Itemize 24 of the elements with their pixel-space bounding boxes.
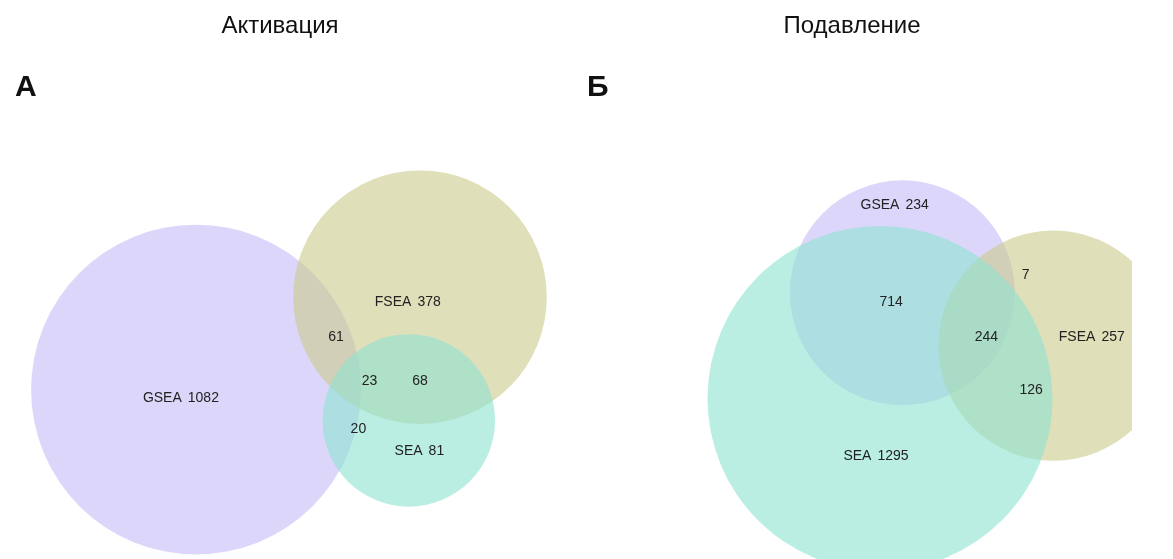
category-label: FSEA [374, 292, 413, 309]
text: 61 [328, 327, 344, 344]
text: Подавление [783, 11, 921, 38]
text: Б [587, 69, 609, 102]
text: 7 [1021, 266, 1030, 283]
text: Активация [221, 11, 339, 38]
data-label: 257 [1101, 327, 1125, 344]
text: 23 [361, 371, 378, 388]
category-label: SEA [843, 446, 873, 463]
category-label: GSEA [860, 195, 901, 212]
text: А [15, 69, 37, 102]
data-label: 1295 [877, 446, 909, 463]
data-label: 378 [417, 292, 441, 309]
category-label: FSEA [1058, 327, 1097, 344]
text: 126 [1019, 380, 1044, 397]
data-label: 234 [905, 195, 929, 212]
category-label: SEA [394, 442, 424, 459]
data-label: 1082 [187, 389, 220, 406]
text: 714 [879, 292, 904, 309]
text: 20 [350, 420, 367, 437]
category-label: GSEA [142, 389, 183, 406]
data-label: 81 [428, 442, 445, 459]
text: 244 [974, 327, 999, 344]
text: 68 [412, 371, 428, 388]
